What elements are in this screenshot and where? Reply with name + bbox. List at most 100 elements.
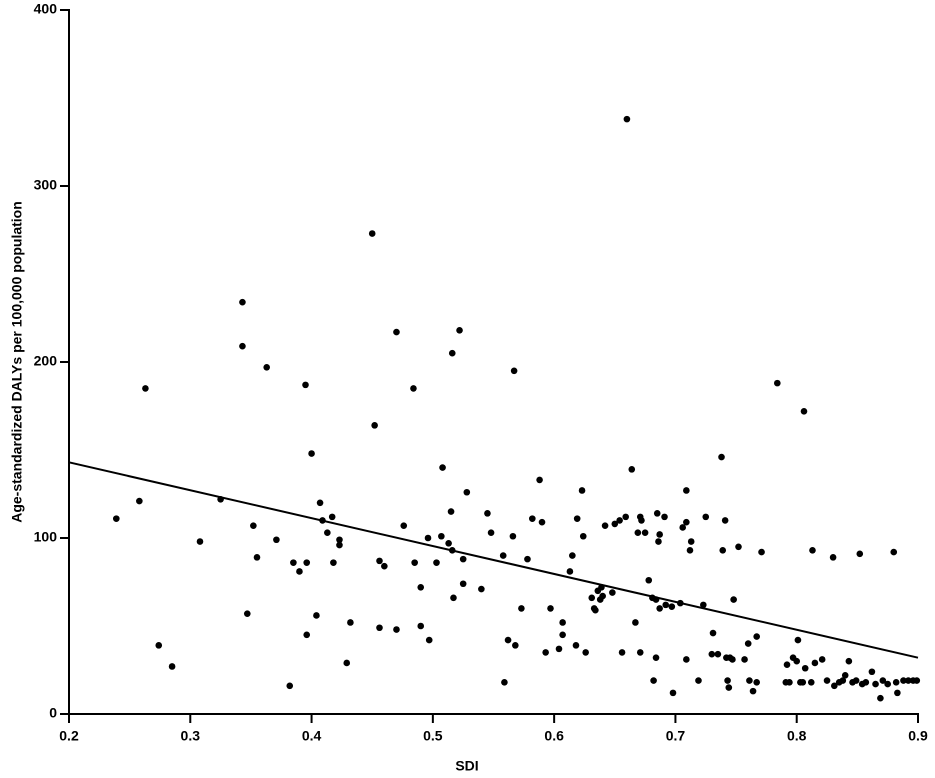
data-point [330,559,337,566]
data-point [793,657,801,665]
data-point [744,640,752,647]
data-point [656,605,663,612]
data-point [904,677,912,684]
data-point [308,450,315,457]
data-point [669,689,677,697]
data-point [823,677,831,684]
data-point [376,624,383,632]
data-point [459,555,467,563]
data-point [555,645,563,653]
data-point [611,520,619,528]
data-point [868,668,876,676]
data-point [524,555,531,563]
data-point [487,529,495,537]
data-point [683,656,690,663]
data-point [417,583,425,591]
data-point [679,524,687,531]
data-point [725,684,733,691]
data-point [622,513,630,521]
data-point [841,671,849,679]
data-point [800,407,808,415]
data-point [447,508,455,515]
data-point [818,656,826,663]
data-point [424,534,432,542]
data-point [559,619,566,626]
data-point [668,603,676,610]
data-point [894,689,901,697]
data-point [872,680,879,688]
data-point [512,642,519,649]
data-point [478,585,485,593]
data-point [499,552,507,559]
x-tick-label: 0.7 [666,728,686,744]
x-tick-label: 0.2 [59,728,79,744]
data-point [735,543,742,551]
data-point [578,487,586,494]
data-point [438,532,445,540]
data-point [636,649,644,656]
x-tick-label: 0.3 [181,728,201,744]
data-point [686,547,694,554]
y-tick-label: 0 [49,705,57,721]
data-point [721,517,729,524]
data-point [852,677,860,684]
data-point [913,677,921,684]
y-tick-label: 400 [34,1,58,17]
trend-line [68,461,919,659]
data-point [653,510,661,517]
data-point [250,522,257,529]
data-point [381,562,388,570]
data-point [368,230,376,237]
data-point [652,654,660,661]
data-point [529,515,536,522]
data-point [142,385,149,392]
y-axis-label: Age-standardized DALYs per 100,000 popul… [9,201,25,523]
data-point [243,610,251,617]
data-point [393,626,400,633]
x-tick-label: 0.9 [908,728,928,744]
data-point [336,541,343,549]
data-point [376,557,383,565]
data-point [879,677,887,684]
data-point [807,679,815,686]
data-point [632,619,639,626]
data-point [702,513,710,521]
data-point [456,327,463,334]
data-point [809,547,816,554]
data-point [662,601,670,609]
data-point [724,677,731,684]
data-point [683,518,690,526]
data-point [371,422,378,429]
data-point [518,605,525,612]
data-point [741,656,748,663]
data-point [572,642,580,649]
data-point [448,349,456,357]
data-point [730,596,737,603]
x-tick-label: 0.5 [423,728,443,744]
data-point [862,679,870,686]
data-point [450,594,457,602]
data-point [708,650,716,658]
data-point [655,538,662,545]
data-point [623,115,631,123]
data-point [445,539,452,547]
data-point [628,466,636,473]
data-point [618,649,626,656]
data-point [569,552,576,559]
data-point [290,559,297,566]
data-point [433,559,440,566]
data-point [410,385,417,392]
data-point [313,612,320,619]
data-point [566,568,574,575]
data-point [302,381,309,389]
data-point [439,464,446,471]
data-point [709,629,717,637]
data-point [501,679,508,686]
data-point [900,677,907,684]
data-point [599,592,606,600]
data-point [509,532,517,540]
data-point [845,657,853,665]
data-point [588,594,596,602]
data-point [783,661,791,669]
